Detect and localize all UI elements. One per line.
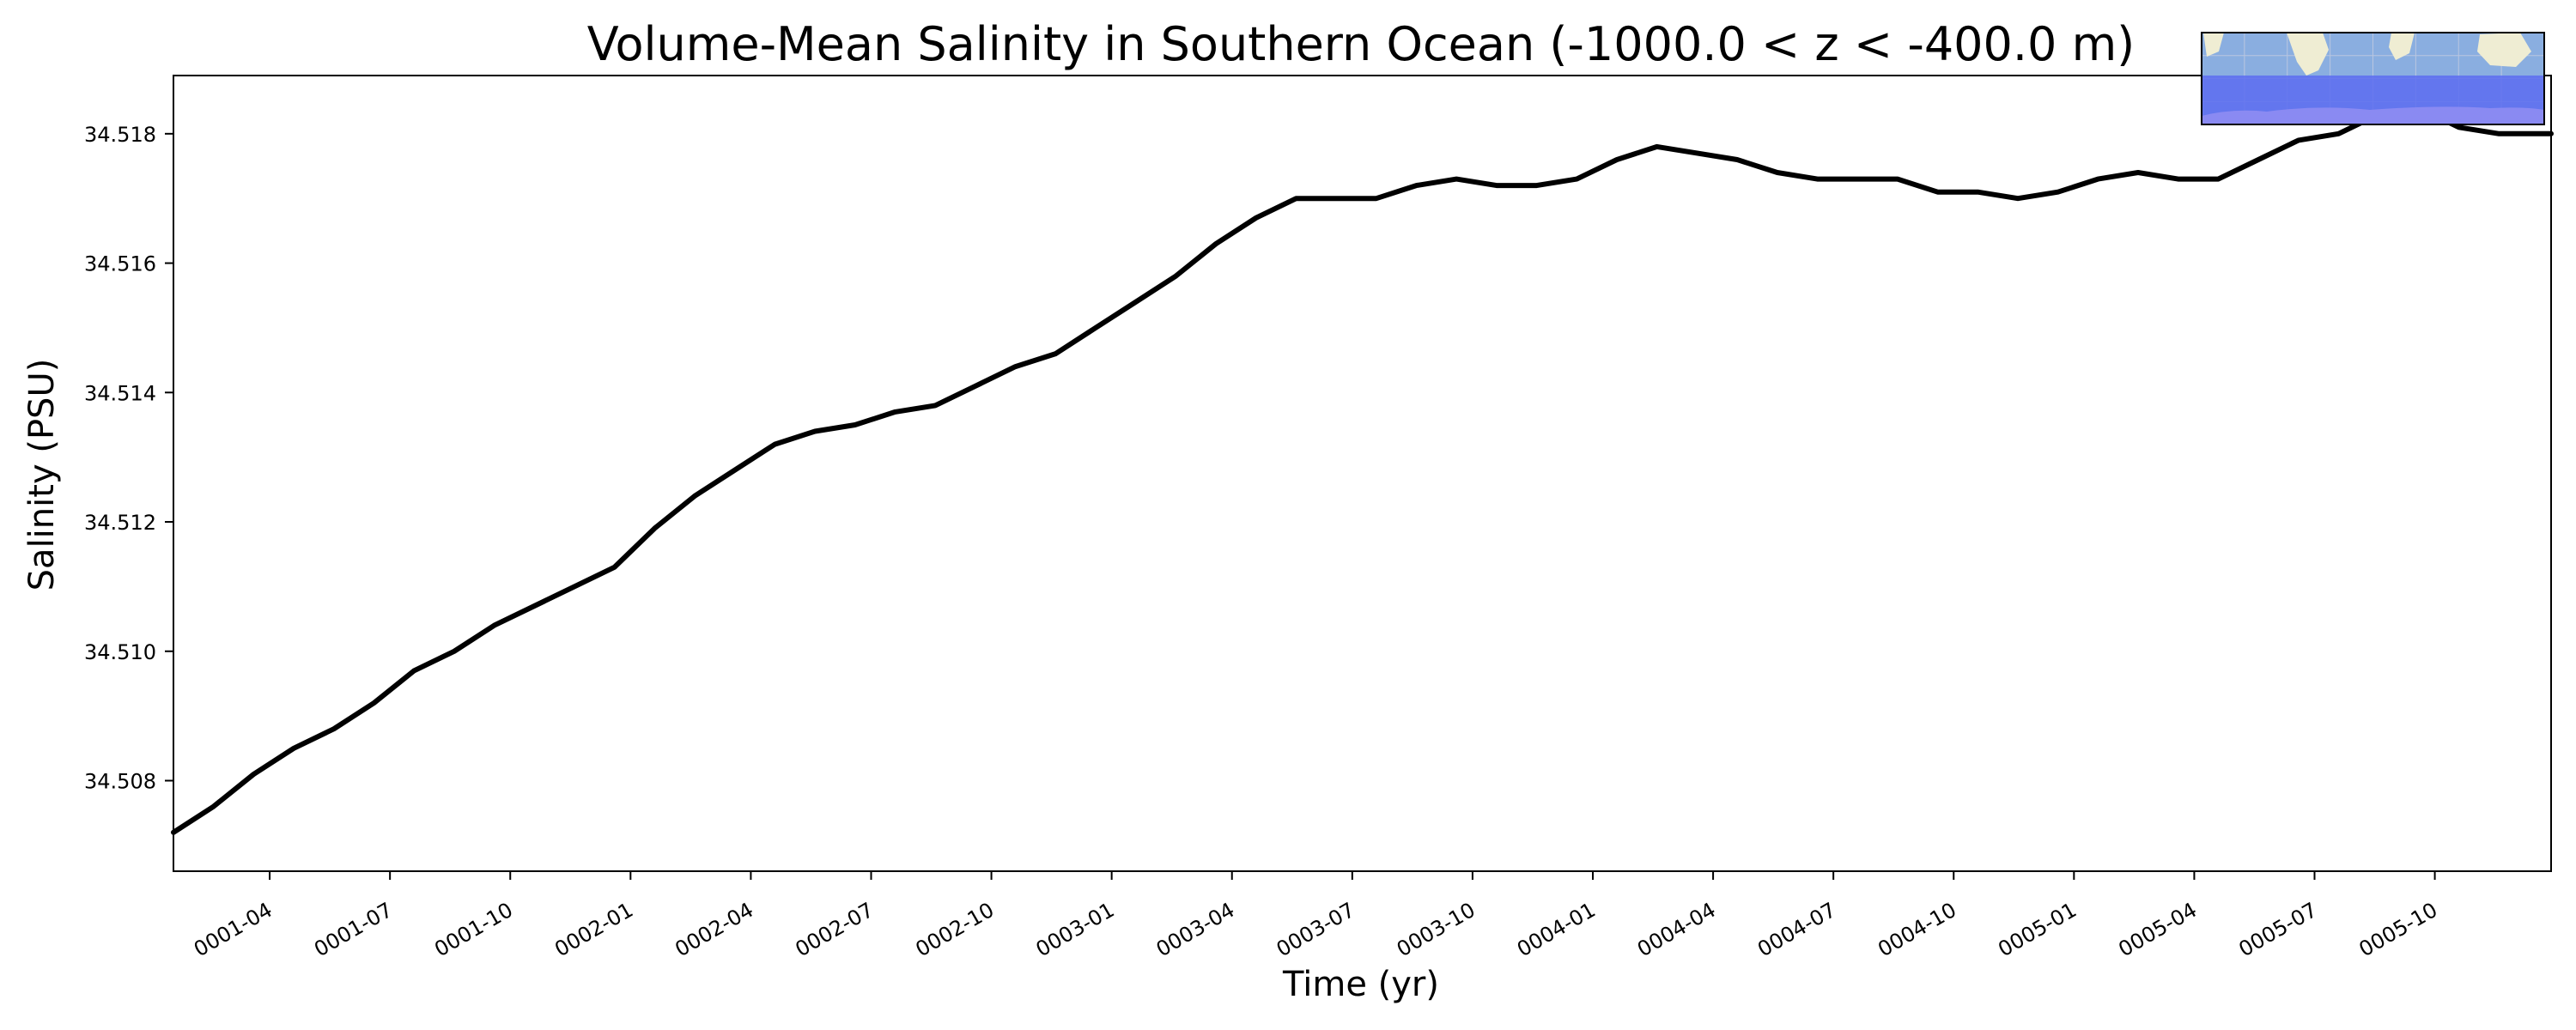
x-tick-label: 0004-07 xyxy=(1753,898,1840,961)
x-tick-label: 0003-01 xyxy=(1032,898,1119,961)
x-tick-label: 0002-10 xyxy=(912,898,999,961)
y-tick-label: 34.514 xyxy=(84,381,156,405)
x-tick-label: 0004-04 xyxy=(1633,898,1720,961)
x-tick-label: 0005-01 xyxy=(1994,898,2081,961)
inset-land-south-america xyxy=(2203,33,2224,57)
x-tick-label: 0003-07 xyxy=(1273,898,1359,961)
y-axis-ticks: 34.508 34.510 34.512 34.514 34.516 34.518 xyxy=(84,123,173,793)
x-tick-label: 0001-07 xyxy=(310,898,397,961)
x-tick-label: 0005-10 xyxy=(2355,898,2442,961)
y-tick-label: 34.516 xyxy=(84,252,156,276)
x-tick-label: 0005-04 xyxy=(2114,898,2201,961)
y-tick-label: 34.508 xyxy=(84,769,156,793)
x-tick-label: 0004-01 xyxy=(1513,898,1600,961)
x-axis-title: Time (yr) xyxy=(1282,965,1439,1004)
y-axis-title: Salinity (PSU) xyxy=(22,359,62,591)
x-tick-label: 0004-10 xyxy=(1874,898,1960,961)
salinity-series-line xyxy=(171,105,2554,835)
inset-land-africa xyxy=(2287,33,2329,76)
x-tick-label: 0002-07 xyxy=(791,898,878,961)
inset-frame xyxy=(2201,32,2545,125)
x-tick-label: 0005-07 xyxy=(2234,898,2321,961)
x-tick-label: 0002-04 xyxy=(671,898,757,961)
y-tick-label: 34.512 xyxy=(84,511,156,535)
x-tick-label: 0003-04 xyxy=(1152,898,1239,961)
inset-land-madagascar xyxy=(2389,33,2415,60)
x-axis-ticks: 0001-04 0001-07 0001-10 0002-01 0002-04 0002-… xyxy=(190,871,2441,961)
x-tick-label: 0001-04 xyxy=(190,898,276,961)
y-tick-label: 34.510 xyxy=(84,640,156,664)
x-tick-label: 0002-01 xyxy=(550,898,637,961)
chart-title: Volume-Mean Salinity in Southern Ocean (… xyxy=(587,17,2136,71)
plot-area-frame xyxy=(173,75,2552,872)
y-tick-label: 34.518 xyxy=(84,123,156,147)
inset-land-antarctica xyxy=(2202,106,2544,124)
inset-region-map xyxy=(2201,32,2545,125)
inset-land-australia xyxy=(2477,33,2531,67)
x-tick-label: 0001-10 xyxy=(430,898,517,961)
x-tick-label: 0003-10 xyxy=(1393,898,1479,961)
